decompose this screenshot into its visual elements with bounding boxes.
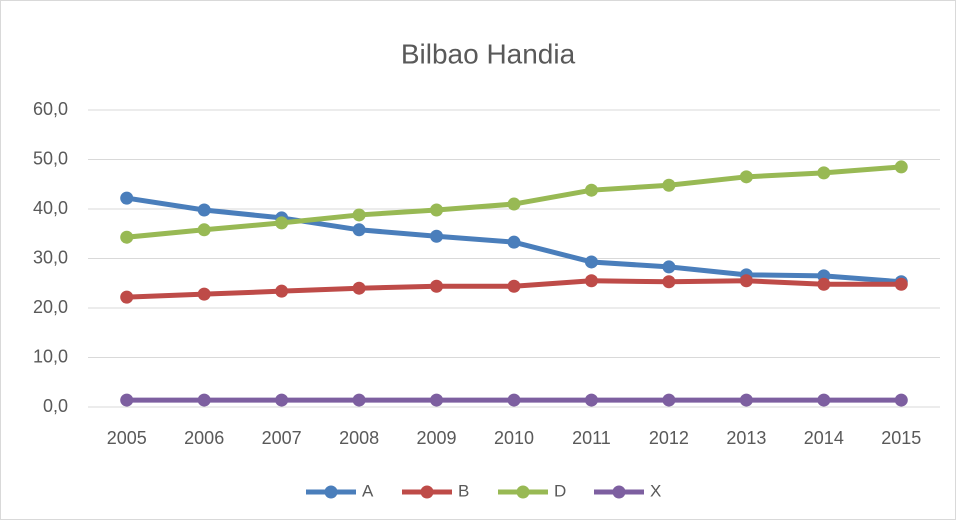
y-tick-label: 60,0 — [33, 99, 68, 119]
data-point — [739, 393, 753, 407]
data-point — [275, 216, 289, 230]
legend-label: D — [554, 481, 566, 500]
x-tick-label: 2005 — [107, 428, 147, 448]
y-tick-label: 30,0 — [33, 247, 68, 267]
data-point — [430, 203, 444, 217]
data-point — [507, 393, 521, 407]
x-tick-label: 2014 — [804, 428, 844, 448]
data-point — [817, 393, 831, 407]
data-point — [352, 281, 366, 295]
data-point — [352, 223, 366, 237]
data-point — [120, 191, 134, 205]
data-point — [197, 223, 211, 237]
x-tick-label: 2013 — [726, 428, 766, 448]
y-tick-label: 40,0 — [33, 198, 68, 218]
data-point — [275, 284, 289, 298]
data-point — [120, 393, 134, 407]
data-point — [894, 277, 908, 291]
y-tick-label: 50,0 — [33, 148, 68, 168]
data-point — [894, 160, 908, 174]
data-point — [352, 208, 366, 222]
legend-label: B — [458, 481, 469, 500]
data-point — [197, 203, 211, 217]
y-tick-label: 20,0 — [33, 297, 68, 317]
data-point — [584, 183, 598, 197]
data-point — [662, 178, 676, 192]
data-point — [430, 229, 444, 243]
data-point — [197, 393, 211, 407]
legend-marker — [612, 485, 626, 499]
x-tick-label: 2006 — [184, 428, 224, 448]
data-point — [507, 279, 521, 293]
legend-label: X — [650, 481, 661, 500]
x-tick-label: 2015 — [881, 428, 921, 448]
legend-label: A — [362, 481, 374, 500]
data-point — [120, 290, 134, 304]
data-point — [430, 393, 444, 407]
x-tick-label: 2012 — [649, 428, 689, 448]
data-point — [584, 255, 598, 269]
x-tick-label: 2011 — [572, 428, 611, 448]
legend-marker — [516, 485, 530, 499]
data-point — [662, 260, 676, 274]
data-point — [739, 274, 753, 288]
x-tick-label: 2010 — [494, 428, 534, 448]
data-point — [817, 166, 831, 180]
data-point — [817, 277, 831, 291]
data-point — [894, 393, 908, 407]
data-point — [507, 235, 521, 249]
legend-marker — [420, 485, 434, 499]
data-point — [275, 393, 289, 407]
y-tick-label: 0,0 — [43, 396, 68, 416]
legend-marker — [324, 485, 338, 499]
data-point — [120, 230, 134, 244]
y-tick-label: 10,0 — [33, 346, 68, 366]
data-point — [662, 275, 676, 289]
data-point — [584, 274, 598, 288]
x-tick-label: 2009 — [417, 428, 457, 448]
data-point — [197, 287, 211, 301]
x-tick-label: 2007 — [262, 428, 302, 448]
data-point — [584, 393, 598, 407]
data-point — [507, 197, 521, 211]
data-point — [430, 279, 444, 293]
data-point — [662, 393, 676, 407]
data-point — [739, 170, 753, 184]
chart-title: Bilbao Handia — [401, 38, 576, 69]
data-point — [352, 393, 366, 407]
x-tick-label: 2008 — [339, 428, 379, 448]
